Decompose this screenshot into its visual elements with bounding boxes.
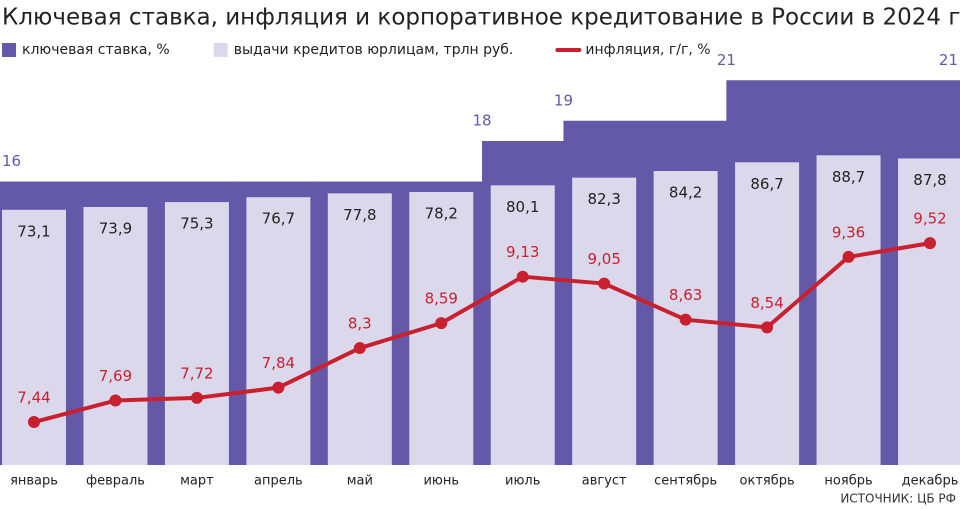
inflation-label: 7,44	[17, 389, 50, 407]
x-tick-label: июль	[505, 474, 540, 489]
legend-label: ключевая ставка, %	[22, 42, 170, 58]
inflation-line	[33, 241, 931, 424]
inflation-label: 9,36	[832, 223, 865, 241]
inflation-label: 9,05	[587, 250, 620, 268]
inflation-point	[516, 270, 529, 283]
inflation-point	[761, 321, 774, 334]
x-tick-label: апрель	[254, 474, 303, 489]
credit-label: 82,3	[587, 190, 620, 208]
legend-swatch	[2, 43, 16, 57]
legend-swatch	[213, 43, 228, 57]
chart-title: Ключевая ставка, инфляция и корпоративно…	[2, 5, 960, 31]
credit-label: 88,7	[832, 168, 865, 186]
inflation-label: 8,63	[669, 286, 702, 304]
inflation-label: 7,72	[180, 364, 213, 382]
x-tick-label: ноябрь	[824, 474, 872, 489]
credit-label: 76,7	[262, 210, 295, 228]
inflation-label: 9,52	[913, 210, 946, 228]
credit-label: 75,3	[180, 215, 213, 233]
inflation-label: 9,13	[506, 243, 539, 261]
x-tick-label: октябрь	[740, 474, 795, 489]
credit-bar	[246, 197, 311, 465]
inflation-point	[28, 416, 40, 429]
legend-label: инфляция, г/г, %	[585, 42, 710, 58]
x-tick-label: январь	[10, 474, 58, 489]
credit-bar	[83, 206, 148, 466]
credit-bar	[327, 193, 392, 465]
credit-bar	[816, 155, 881, 466]
credit-label: 78,2	[425, 204, 458, 222]
credit-label: 87,8	[913, 171, 946, 189]
key-rate-label: 18	[472, 112, 491, 130]
inflation-point	[924, 237, 936, 250]
key-rate-label: 19	[554, 91, 573, 109]
credit-label: 86,7	[750, 175, 783, 193]
credit-bar	[490, 185, 555, 465]
x-tick-label: июнь	[423, 474, 459, 489]
key-rate-label: 21	[939, 51, 958, 69]
inflation-label: 8,3	[348, 315, 372, 333]
inflation-point	[679, 313, 692, 326]
x-tick-label: август	[582, 474, 627, 489]
inflation-label: 7,84	[262, 354, 295, 372]
key-rate-label: 21	[717, 51, 736, 69]
credit-bar	[898, 158, 960, 465]
x-tick-label: декабрь	[902, 474, 959, 489]
credit-label: 80,1	[506, 198, 539, 216]
key-rate-label: 16	[2, 152, 21, 170]
credit-bar	[572, 177, 637, 465]
x-tick-label: февраль	[86, 474, 145, 489]
inflation-label: 8,54	[750, 294, 783, 312]
inflation-point	[842, 250, 855, 263]
inflation-point	[272, 381, 285, 394]
inflation-label: 8,59	[425, 290, 458, 308]
credit-label: 73,9	[99, 219, 132, 237]
inflation-point	[353, 342, 366, 355]
source: ИСТОЧНИК: ЦБ РФ	[840, 492, 956, 506]
inflation-point	[109, 394, 122, 407]
legend-label: выдачи кредитов юрлицам, трлн руб.	[234, 42, 514, 58]
inflation-point	[598, 277, 611, 290]
x-tick-label: сентябрь	[654, 474, 717, 489]
inflation-label: 7,69	[99, 367, 132, 385]
inflation-point	[435, 317, 448, 330]
credit-label: 77,8	[343, 206, 376, 224]
x-tick-label: март	[180, 474, 214, 489]
x-tick-label: май	[347, 474, 373, 489]
credit-label: 73,1	[17, 222, 50, 240]
credit-bar	[164, 202, 229, 466]
credit-label: 84,2	[669, 184, 702, 202]
credit-bar	[735, 162, 800, 465]
inflation-point	[190, 391, 203, 404]
